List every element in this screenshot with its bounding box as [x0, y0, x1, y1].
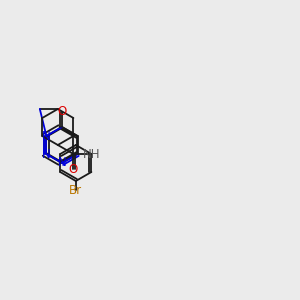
Text: Br: Br [69, 184, 82, 196]
Text: NH: NH [83, 148, 100, 160]
Text: O: O [69, 163, 78, 176]
Text: N: N [58, 157, 66, 169]
Text: N: N [42, 148, 51, 160]
Text: N: N [42, 130, 51, 142]
Text: O: O [57, 105, 67, 118]
